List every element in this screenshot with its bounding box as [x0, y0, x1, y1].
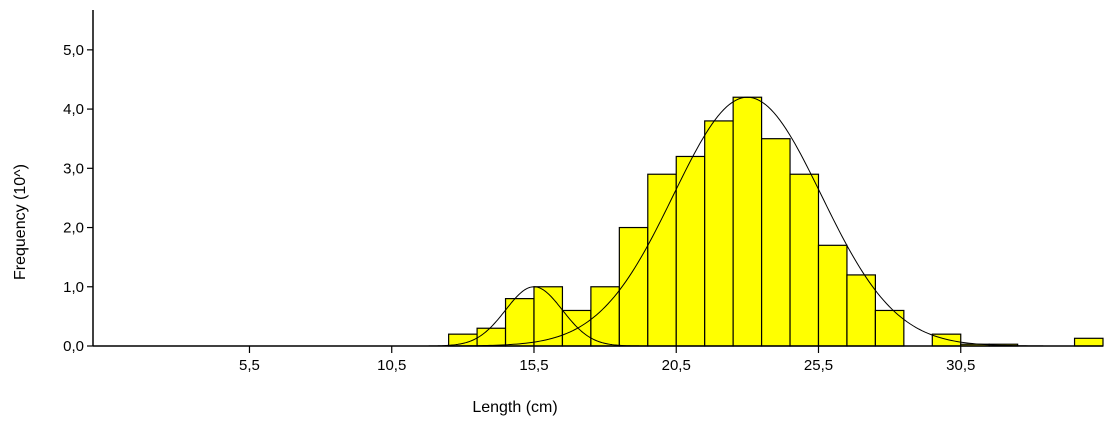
bar-19: [618, 226, 649, 347]
bar-26: [817, 244, 848, 347]
x-tick-label: 10,5: [377, 357, 406, 374]
x-tick-label: 30,5: [946, 357, 975, 374]
bar-25: [789, 173, 820, 347]
y-tick-label: 1,0: [63, 279, 84, 296]
bar-22: [704, 120, 734, 347]
x-tick-label: 25,5: [804, 357, 833, 374]
fitted-curve-1: [420, 286, 648, 347]
x-axis-ticks: 5,5 10,5 15,5 20,5 25,5 30,5: [239, 346, 975, 374]
bar-24: [760, 138, 791, 347]
x-tick-label: 20,5: [662, 357, 691, 374]
fitted-curve-2: [451, 96, 1044, 347]
x-tick-label: 5,5: [239, 357, 260, 374]
bar-30: [931, 333, 962, 347]
bar-20: [647, 173, 677, 347]
y-tick-label: 4,0: [63, 101, 84, 118]
y-axis-ticks: 0,0 1,0 2,0 3,0 4,0 5,0: [63, 42, 93, 355]
bar-15: [504, 298, 535, 347]
y-axis-title: Frequency (10^): [12, 164, 29, 280]
bar-23: [732, 96, 763, 347]
fitted-curves: [420, 96, 1044, 347]
bar-16: [533, 286, 564, 347]
x-axis-title: Length (cm): [472, 399, 557, 416]
bar-28: [874, 309, 905, 347]
y-tick-label: 3,0: [63, 160, 84, 177]
x-tick-label: 15,5: [519, 357, 548, 374]
y-tick-label: 2,0: [63, 220, 84, 237]
bar-14: [476, 327, 507, 347]
bar-35: [1073, 337, 1104, 347]
bar-27: [846, 274, 876, 347]
y-tick-label: 5,0: [63, 42, 84, 59]
histogram-bars: [448, 96, 1104, 347]
y-tick-label: 0,0: [63, 338, 84, 355]
bar-21: [675, 155, 706, 347]
